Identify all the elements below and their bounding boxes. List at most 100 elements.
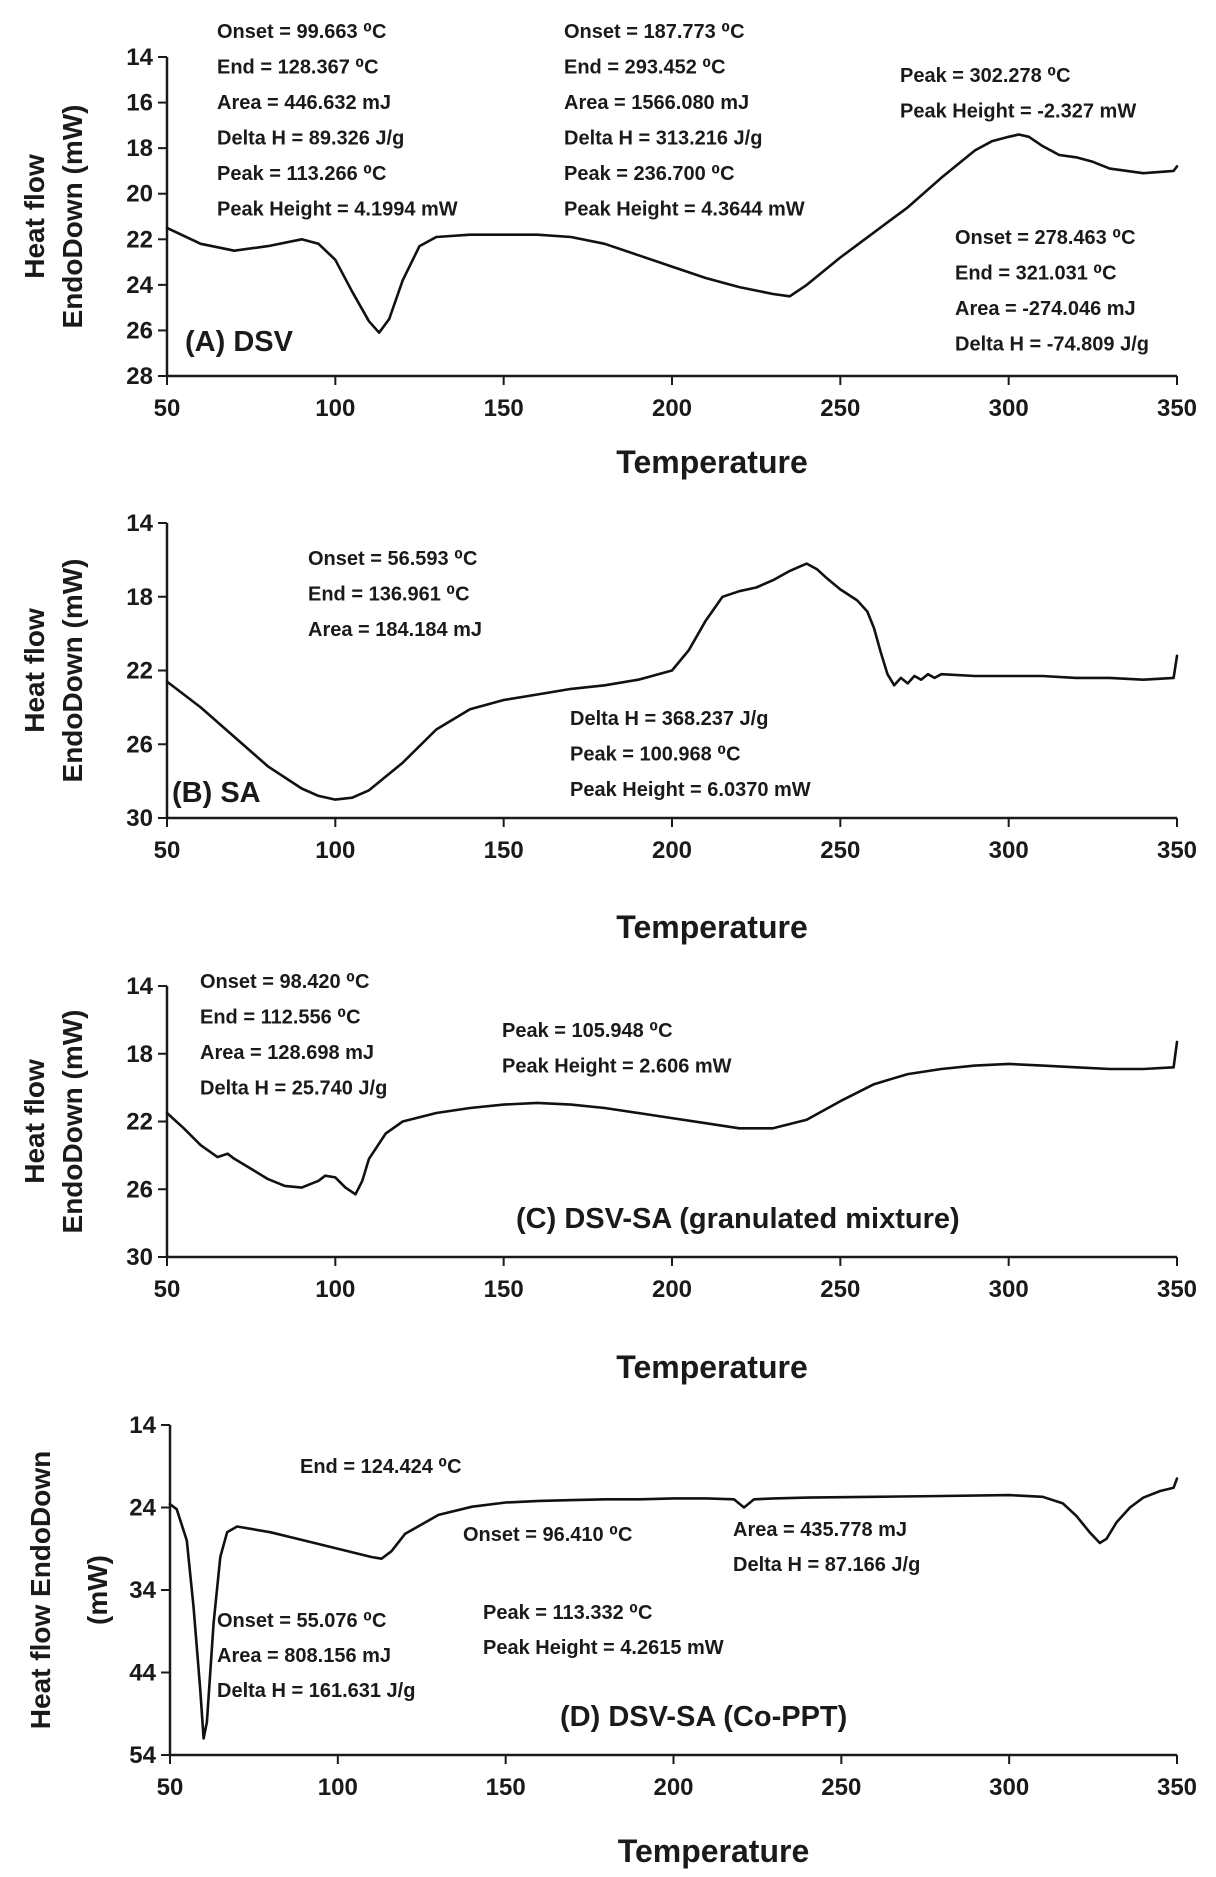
annotation-text: End = 293.452 ⁰C bbox=[564, 57, 726, 79]
y-tick-label: 18 bbox=[126, 1041, 153, 1068]
y-tick-label: 22 bbox=[126, 658, 153, 685]
annotation-text: Onset = 55.076 ⁰C bbox=[217, 1610, 386, 1632]
annotation-text: Peak Height = 2.606 mW bbox=[502, 1056, 732, 1078]
panel-label: (B) SA bbox=[172, 777, 261, 809]
x-axis-label: Temperature bbox=[618, 1833, 809, 1869]
annotation-text: Area = -274.046 mJ bbox=[955, 298, 1136, 320]
y-axis-label: EndoDown (mW) bbox=[57, 105, 88, 329]
dsc-curve bbox=[165, 133, 1179, 334]
y-tick-label: 26 bbox=[126, 731, 153, 758]
annotation-text: Peak = 236.700 ⁰C bbox=[564, 163, 735, 185]
y-axis-label: EndoDown (mW) bbox=[57, 559, 88, 783]
y-axis-label: Heat flow bbox=[19, 608, 50, 733]
x-tick-label: 250 bbox=[821, 1774, 861, 1801]
annotation-text: Peak = 105.948 ⁰C bbox=[502, 1020, 673, 1042]
annotation-text: Onset = 98.420 ⁰C bbox=[200, 971, 369, 993]
x-tick-label: 300 bbox=[989, 1276, 1029, 1303]
y-tick-label: 20 bbox=[126, 181, 153, 208]
annotation-text: Onset = 187.773 ⁰C bbox=[564, 21, 745, 43]
y-tick-label: 30 bbox=[126, 805, 153, 832]
y-tick-label: 14 bbox=[126, 44, 153, 71]
x-tick-label: 100 bbox=[315, 395, 355, 422]
y-tick-label: 14 bbox=[126, 510, 153, 537]
x-tick-label: 300 bbox=[989, 395, 1029, 422]
annotation-text: Area = 435.778 mJ bbox=[733, 1519, 907, 1541]
y-tick-label: 22 bbox=[126, 226, 153, 253]
annotation-text: Area = 128.698 mJ bbox=[200, 1042, 374, 1064]
x-tick-label: 200 bbox=[652, 395, 692, 422]
y-tick-label: 18 bbox=[126, 135, 153, 162]
annotation-text: Peak Height = 6.0370 mW bbox=[570, 779, 811, 801]
y-tick-label: 14 bbox=[126, 973, 153, 1000]
x-tick-label: 100 bbox=[315, 837, 355, 864]
x-tick-label: 250 bbox=[820, 837, 860, 864]
y-tick-label: 26 bbox=[126, 1176, 153, 1203]
annotation-text: End = 136.961 ⁰C bbox=[308, 584, 470, 606]
x-tick-label: 200 bbox=[652, 1276, 692, 1303]
x-tick-label: 300 bbox=[989, 1774, 1029, 1801]
y-tick-label: 18 bbox=[126, 584, 153, 611]
annotation-text: Area = 184.184 mJ bbox=[308, 619, 482, 641]
x-axis-label: Temperature bbox=[616, 909, 807, 945]
panel-label: (A) DSV bbox=[185, 326, 294, 358]
annotation-text: Onset = 56.593 ⁰C bbox=[308, 548, 477, 570]
x-tick-label: 150 bbox=[484, 395, 524, 422]
y-tick-label: 28 bbox=[126, 363, 153, 390]
annotation-text: Peak Height = -2.327 mW bbox=[900, 101, 1136, 123]
panel-label: (D) DSV-SA (Co-PPT) bbox=[560, 1701, 847, 1733]
x-tick-label: 300 bbox=[989, 837, 1029, 864]
x-tick-label: 50 bbox=[157, 1774, 184, 1801]
y-tick-label: 16 bbox=[126, 90, 153, 117]
annotation-text: Delta H = 161.631 J/g bbox=[217, 1680, 415, 1702]
x-tick-label: 250 bbox=[820, 1276, 860, 1303]
y-tick-label: 54 bbox=[129, 1742, 156, 1769]
x-tick-label: 150 bbox=[484, 837, 524, 864]
x-tick-label: 50 bbox=[154, 837, 181, 864]
x-tick-label: 350 bbox=[1157, 1276, 1197, 1303]
x-tick-label: 50 bbox=[154, 1276, 181, 1303]
annotation-text: Peak = 302.278 ⁰C bbox=[900, 65, 1071, 87]
x-tick-label: 250 bbox=[820, 395, 860, 422]
annotation-text: End = 128.367 ⁰C bbox=[217, 57, 379, 79]
x-axis-label: Temperature bbox=[616, 444, 807, 480]
annotation-text: Area = 808.156 mJ bbox=[217, 1645, 391, 1667]
y-axis-label: (mW) bbox=[82, 1555, 113, 1625]
annotation-text: Onset = 278.463 ⁰C bbox=[955, 227, 1136, 249]
annotation-text: Peak Height = 4.2615 mW bbox=[483, 1637, 724, 1659]
dsc-curve bbox=[165, 562, 1179, 801]
x-tick-label: 350 bbox=[1157, 837, 1197, 864]
x-tick-label: 200 bbox=[652, 837, 692, 864]
y-tick-label: 44 bbox=[129, 1660, 156, 1687]
annotation-text: Peak Height = 4.3644 mW bbox=[564, 199, 805, 221]
annotation-text: Delta H = 89.326 J/g bbox=[217, 128, 404, 150]
y-axis-label: Heat flow bbox=[19, 154, 50, 279]
y-tick-label: 24 bbox=[126, 272, 153, 299]
panel-label: (C) DSV-SA (granulated mixture) bbox=[516, 1203, 960, 1235]
annotation-text: Delta H = 313.216 J/g bbox=[564, 128, 762, 150]
annotation-text: Peak = 100.968 ⁰C bbox=[570, 744, 741, 766]
annotation-text: Onset = 96.410 ⁰C bbox=[463, 1524, 632, 1546]
y-axis-label: Heat flow bbox=[19, 1059, 50, 1184]
x-tick-label: 200 bbox=[653, 1774, 693, 1801]
x-tick-label: 350 bbox=[1157, 395, 1197, 422]
annotation-text: Area = 1566.080 mJ bbox=[564, 92, 749, 114]
x-tick-label: 150 bbox=[486, 1774, 526, 1801]
annotation-text: Delta H = -74.809 J/g bbox=[955, 334, 1149, 356]
annotation-text: End = 112.556 ⁰C bbox=[200, 1007, 361, 1029]
x-axis-label: Temperature bbox=[616, 1349, 807, 1385]
x-tick-label: 100 bbox=[318, 1774, 358, 1801]
y-tick-label: 22 bbox=[126, 1109, 153, 1136]
annotation-text: Onset = 99.663 ⁰C bbox=[217, 21, 386, 43]
y-tick-label: 26 bbox=[126, 317, 153, 344]
y-axis-label: Heat flow EndoDown bbox=[25, 1451, 56, 1729]
annotation-text: End = 321.031 ⁰C bbox=[955, 263, 1117, 285]
annotation-text: Delta H = 87.166 J/g bbox=[733, 1554, 920, 1576]
x-tick-label: 100 bbox=[315, 1276, 355, 1303]
annotation-text: Peak Height = 4.1994 mW bbox=[217, 199, 458, 221]
annotation-text: Delta H = 368.237 J/g bbox=[570, 708, 768, 730]
y-tick-label: 30 bbox=[126, 1244, 153, 1271]
annotation-text: Area = 446.632 mJ bbox=[217, 92, 391, 114]
annotation-text: End = 124.424 ⁰C bbox=[300, 1456, 462, 1478]
annotation-text: Peak = 113.332 ⁰C bbox=[483, 1602, 652, 1624]
